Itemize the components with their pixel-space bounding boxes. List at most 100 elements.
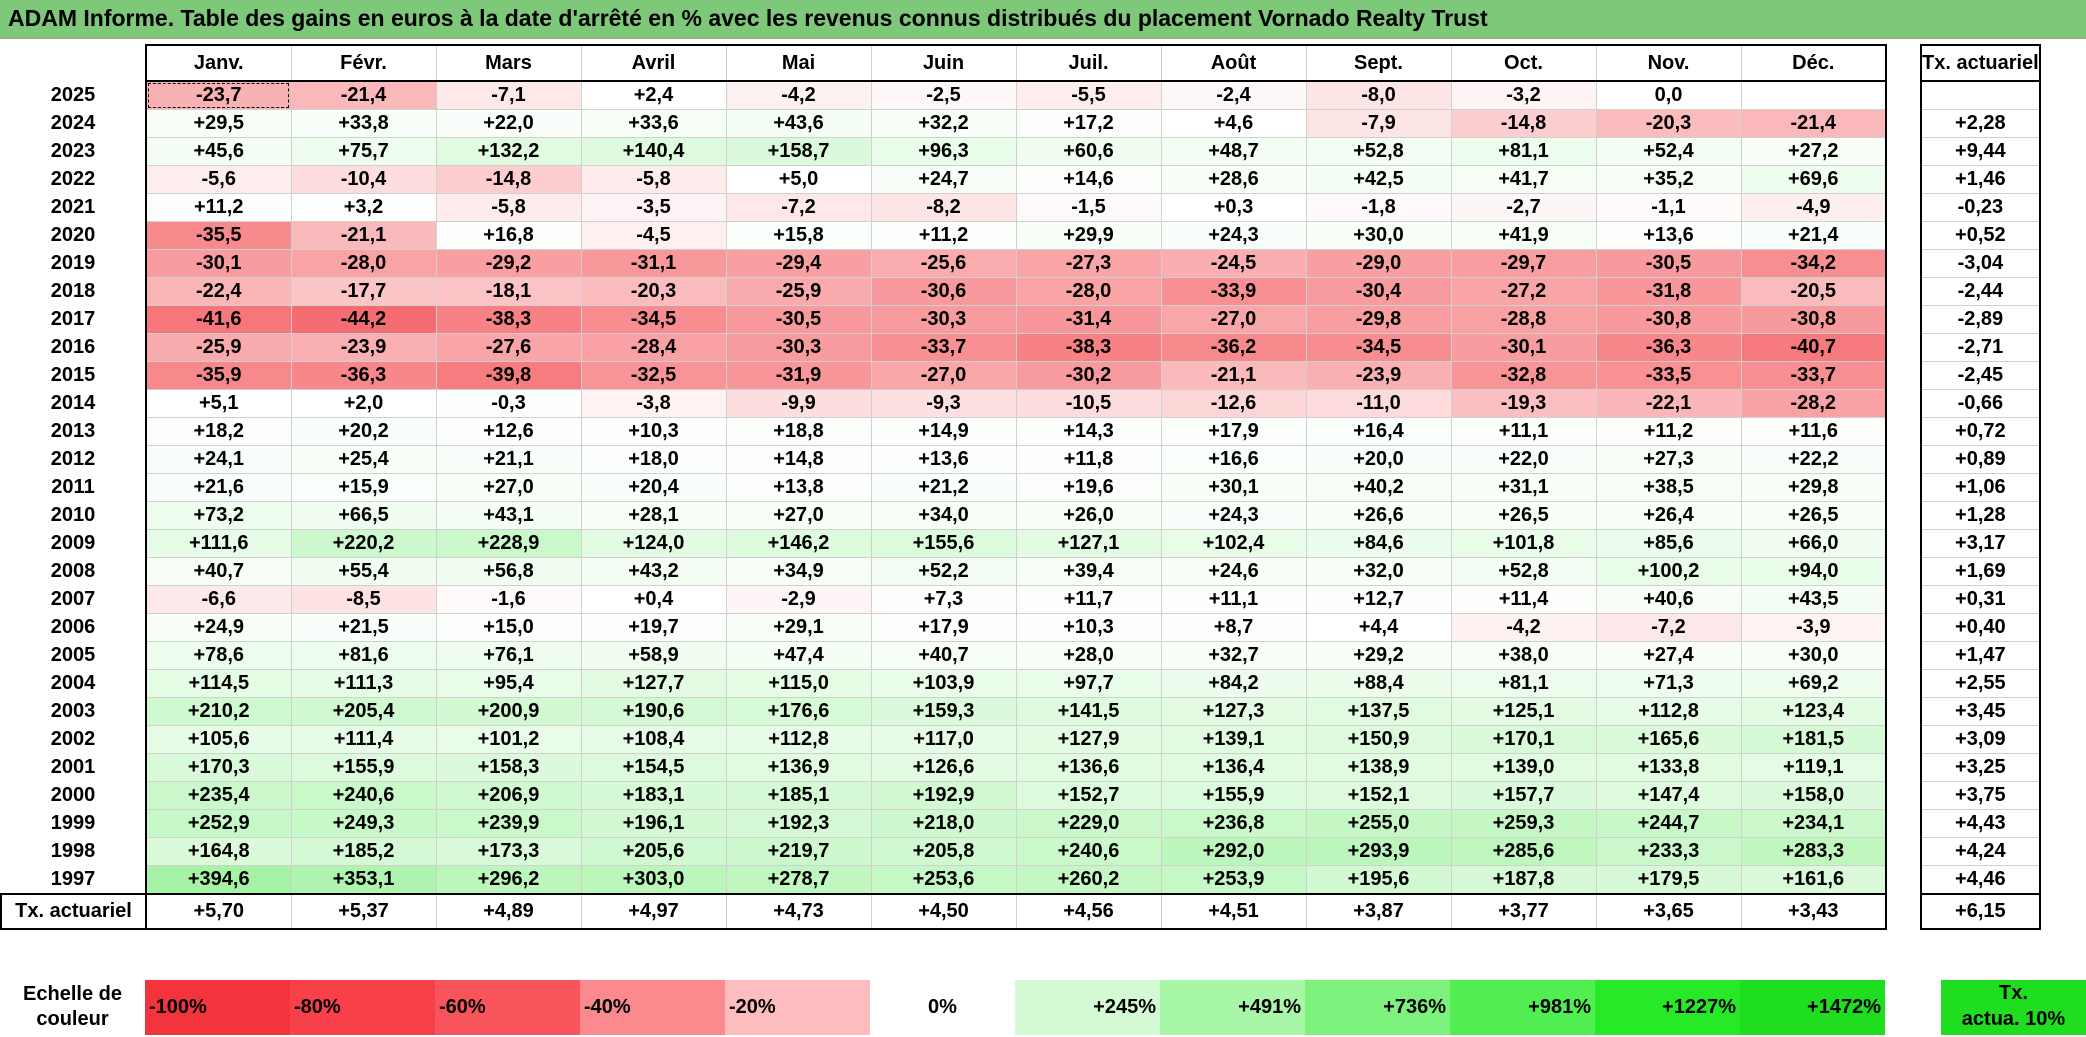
gain-cell: -38,3 — [1015, 333, 1162, 362]
spacer — [1886, 613, 1921, 642]
gain-cell: +19,7 — [580, 613, 727, 642]
annual-rate-cell: +2,28 — [1920, 109, 2041, 138]
gain-cell: +43,1 — [435, 501, 582, 530]
annual-rate-cell: +1,28 — [1920, 501, 2041, 530]
gain-cell: +81,1 — [1450, 137, 1597, 166]
gain-cell: +95,4 — [435, 669, 582, 698]
gain-cell: +4,4 — [1305, 613, 1452, 642]
gain-cell: +33,8 — [290, 109, 437, 138]
gain-cell: +154,5 — [580, 753, 727, 782]
gain-cell: +123,4 — [1740, 697, 1887, 726]
gain-cell: +28,0 — [1015, 641, 1162, 670]
gain-cell: -2,5 — [870, 80, 1017, 110]
gain-cell: -36,2 — [1160, 333, 1307, 362]
gain-cell: +181,5 — [1740, 725, 1887, 754]
page-title: ADAM Informe. Table des gains en euros à… — [8, 5, 1488, 31]
spacer — [1886, 781, 1921, 810]
gain-cell: +52,4 — [1595, 137, 1742, 166]
table-row: 2009 +111,6 +220,2 +228,9 +124,0 +146,2 +155,6… — [1, 529, 2041, 558]
footer-rate-cell: +3,65 — [1595, 893, 1742, 930]
spacer — [1886, 249, 1921, 278]
table-row: 2006 +24,9 +21,5 +15,0 +19,7 +29,1 +17,9 +10,3 +… — [1, 613, 2041, 642]
month-header: Nov. — [1595, 44, 1742, 82]
gain-cell: +85,6 — [1595, 529, 1742, 558]
gain-cell: -29,7 — [1450, 249, 1597, 278]
gain-cell: +146,2 — [725, 529, 872, 558]
spacer — [1886, 193, 1921, 222]
annual-rate-header: Tx. actuariel — [1920, 44, 2041, 82]
spacer — [1886, 501, 1921, 530]
gain-cell: +14,6 — [1015, 165, 1162, 194]
gain-cell: +11,4 — [1450, 585, 1597, 614]
annual-rate-cell: +4,43 — [1920, 809, 2041, 838]
gain-cell: -14,8 — [1450, 109, 1597, 138]
gain-cell: +13,6 — [870, 445, 1017, 474]
gain-cell: +73,2 — [145, 501, 292, 530]
gain-cell: +81,1 — [1450, 669, 1597, 698]
gain-cell: -28,2 — [1740, 389, 1887, 418]
gain-cell: +235,4 — [145, 781, 292, 810]
gain-cell: +187,8 — [1450, 865, 1597, 895]
table-row: 2011 +21,6 +15,9 +27,0 +20,4 +13,8 +21,2 +19,6 +… — [1, 473, 2041, 502]
gain-cell: +58,9 — [580, 641, 727, 670]
table-row: 2003 +210,2 +205,4 +200,9 +190,6 +176,6 +159,3… — [1, 697, 2041, 726]
gain-cell: +139,1 — [1160, 725, 1307, 754]
gain-cell: +253,9 — [1160, 865, 1307, 895]
table-row: 2019 -30,1 -28,0 -29,2 -31,1 -29,4 -25,6 -27,3-… — [1, 249, 2041, 278]
annual-rate-cell: -3,04 — [1920, 249, 2041, 278]
gain-cell: +15,0 — [435, 613, 582, 642]
gain-cell: +240,6 — [290, 781, 437, 810]
gain-cell: +52,2 — [870, 557, 1017, 586]
gain-cell: +155,9 — [1160, 781, 1307, 810]
gain-cell: +41,9 — [1450, 221, 1597, 250]
spacer — [1886, 333, 1921, 362]
color-scale-cell: -60% — [435, 980, 580, 1035]
annual-rate-cell: +0,40 — [1920, 613, 2041, 642]
gain-cell: +21,2 — [870, 473, 1017, 502]
gain-cell: +136,9 — [725, 753, 872, 782]
gain-cell: +32,2 — [870, 109, 1017, 138]
gain-cell: +27,3 — [1595, 445, 1742, 474]
annual-rate-cell: +9,44 — [1920, 137, 2041, 166]
gain-cell: +29,9 — [1015, 221, 1162, 250]
gain-cell: +192,3 — [725, 809, 872, 838]
gain-cell: -34,5 — [1305, 333, 1452, 362]
table-row: 2008 +40,7 +55,4 +56,8 +43,2 +34,9 +52,2 +39,4 +… — [1, 557, 2041, 586]
gain-cell: -5,8 — [580, 165, 727, 194]
gain-cell: +24,3 — [1160, 221, 1307, 250]
gain-cell: -5,5 — [1015, 80, 1162, 110]
gain-cell: +136,6 — [1015, 753, 1162, 782]
gain-cell: +125,1 — [1450, 697, 1597, 726]
gain-cell: +2,0 — [290, 389, 437, 418]
year-label: 2015 — [1, 361, 147, 390]
annual-rate-cell: +3,25 — [1920, 753, 2041, 782]
gain-cell: +283,3 — [1740, 837, 1887, 866]
footer-rate-cell: +4,73 — [725, 893, 872, 930]
gain-cell: +155,9 — [290, 753, 437, 782]
gain-cell: -5,6 — [145, 165, 292, 194]
spacer — [1886, 361, 1921, 390]
gain-cell: -11,0 — [1305, 389, 1452, 418]
gain-cell: +127,3 — [1160, 697, 1307, 726]
gain-cell: +111,6 — [145, 529, 292, 558]
gain-cell: +206,9 — [435, 781, 582, 810]
gain-cell: -21,1 — [290, 221, 437, 250]
gain-cell: -14,8 — [435, 165, 582, 194]
gain-cell: +84,6 — [1305, 529, 1452, 558]
gain-cell: +12,7 — [1305, 585, 1452, 614]
gain-cell: +11,7 — [1015, 585, 1162, 614]
gain-cell: +103,9 — [870, 669, 1017, 698]
spacer — [1886, 641, 1921, 670]
annual-rate-cell: -2,71 — [1920, 333, 2041, 362]
gain-cell: +137,5 — [1305, 697, 1452, 726]
gain-cell: +111,4 — [290, 725, 437, 754]
gain-cell: +43,5 — [1740, 585, 1887, 614]
gain-cell: -28,0 — [290, 249, 437, 278]
gain-cell: +40,6 — [1595, 585, 1742, 614]
gain-cell: +14,3 — [1015, 417, 1162, 446]
gain-cell: +29,8 — [1740, 473, 1887, 502]
gain-cell: -33,7 — [870, 333, 1017, 362]
annual-rate-cell: -2,44 — [1920, 277, 2041, 306]
gain-cell: +10,3 — [580, 417, 727, 446]
gain-cell: -35,9 — [145, 361, 292, 390]
